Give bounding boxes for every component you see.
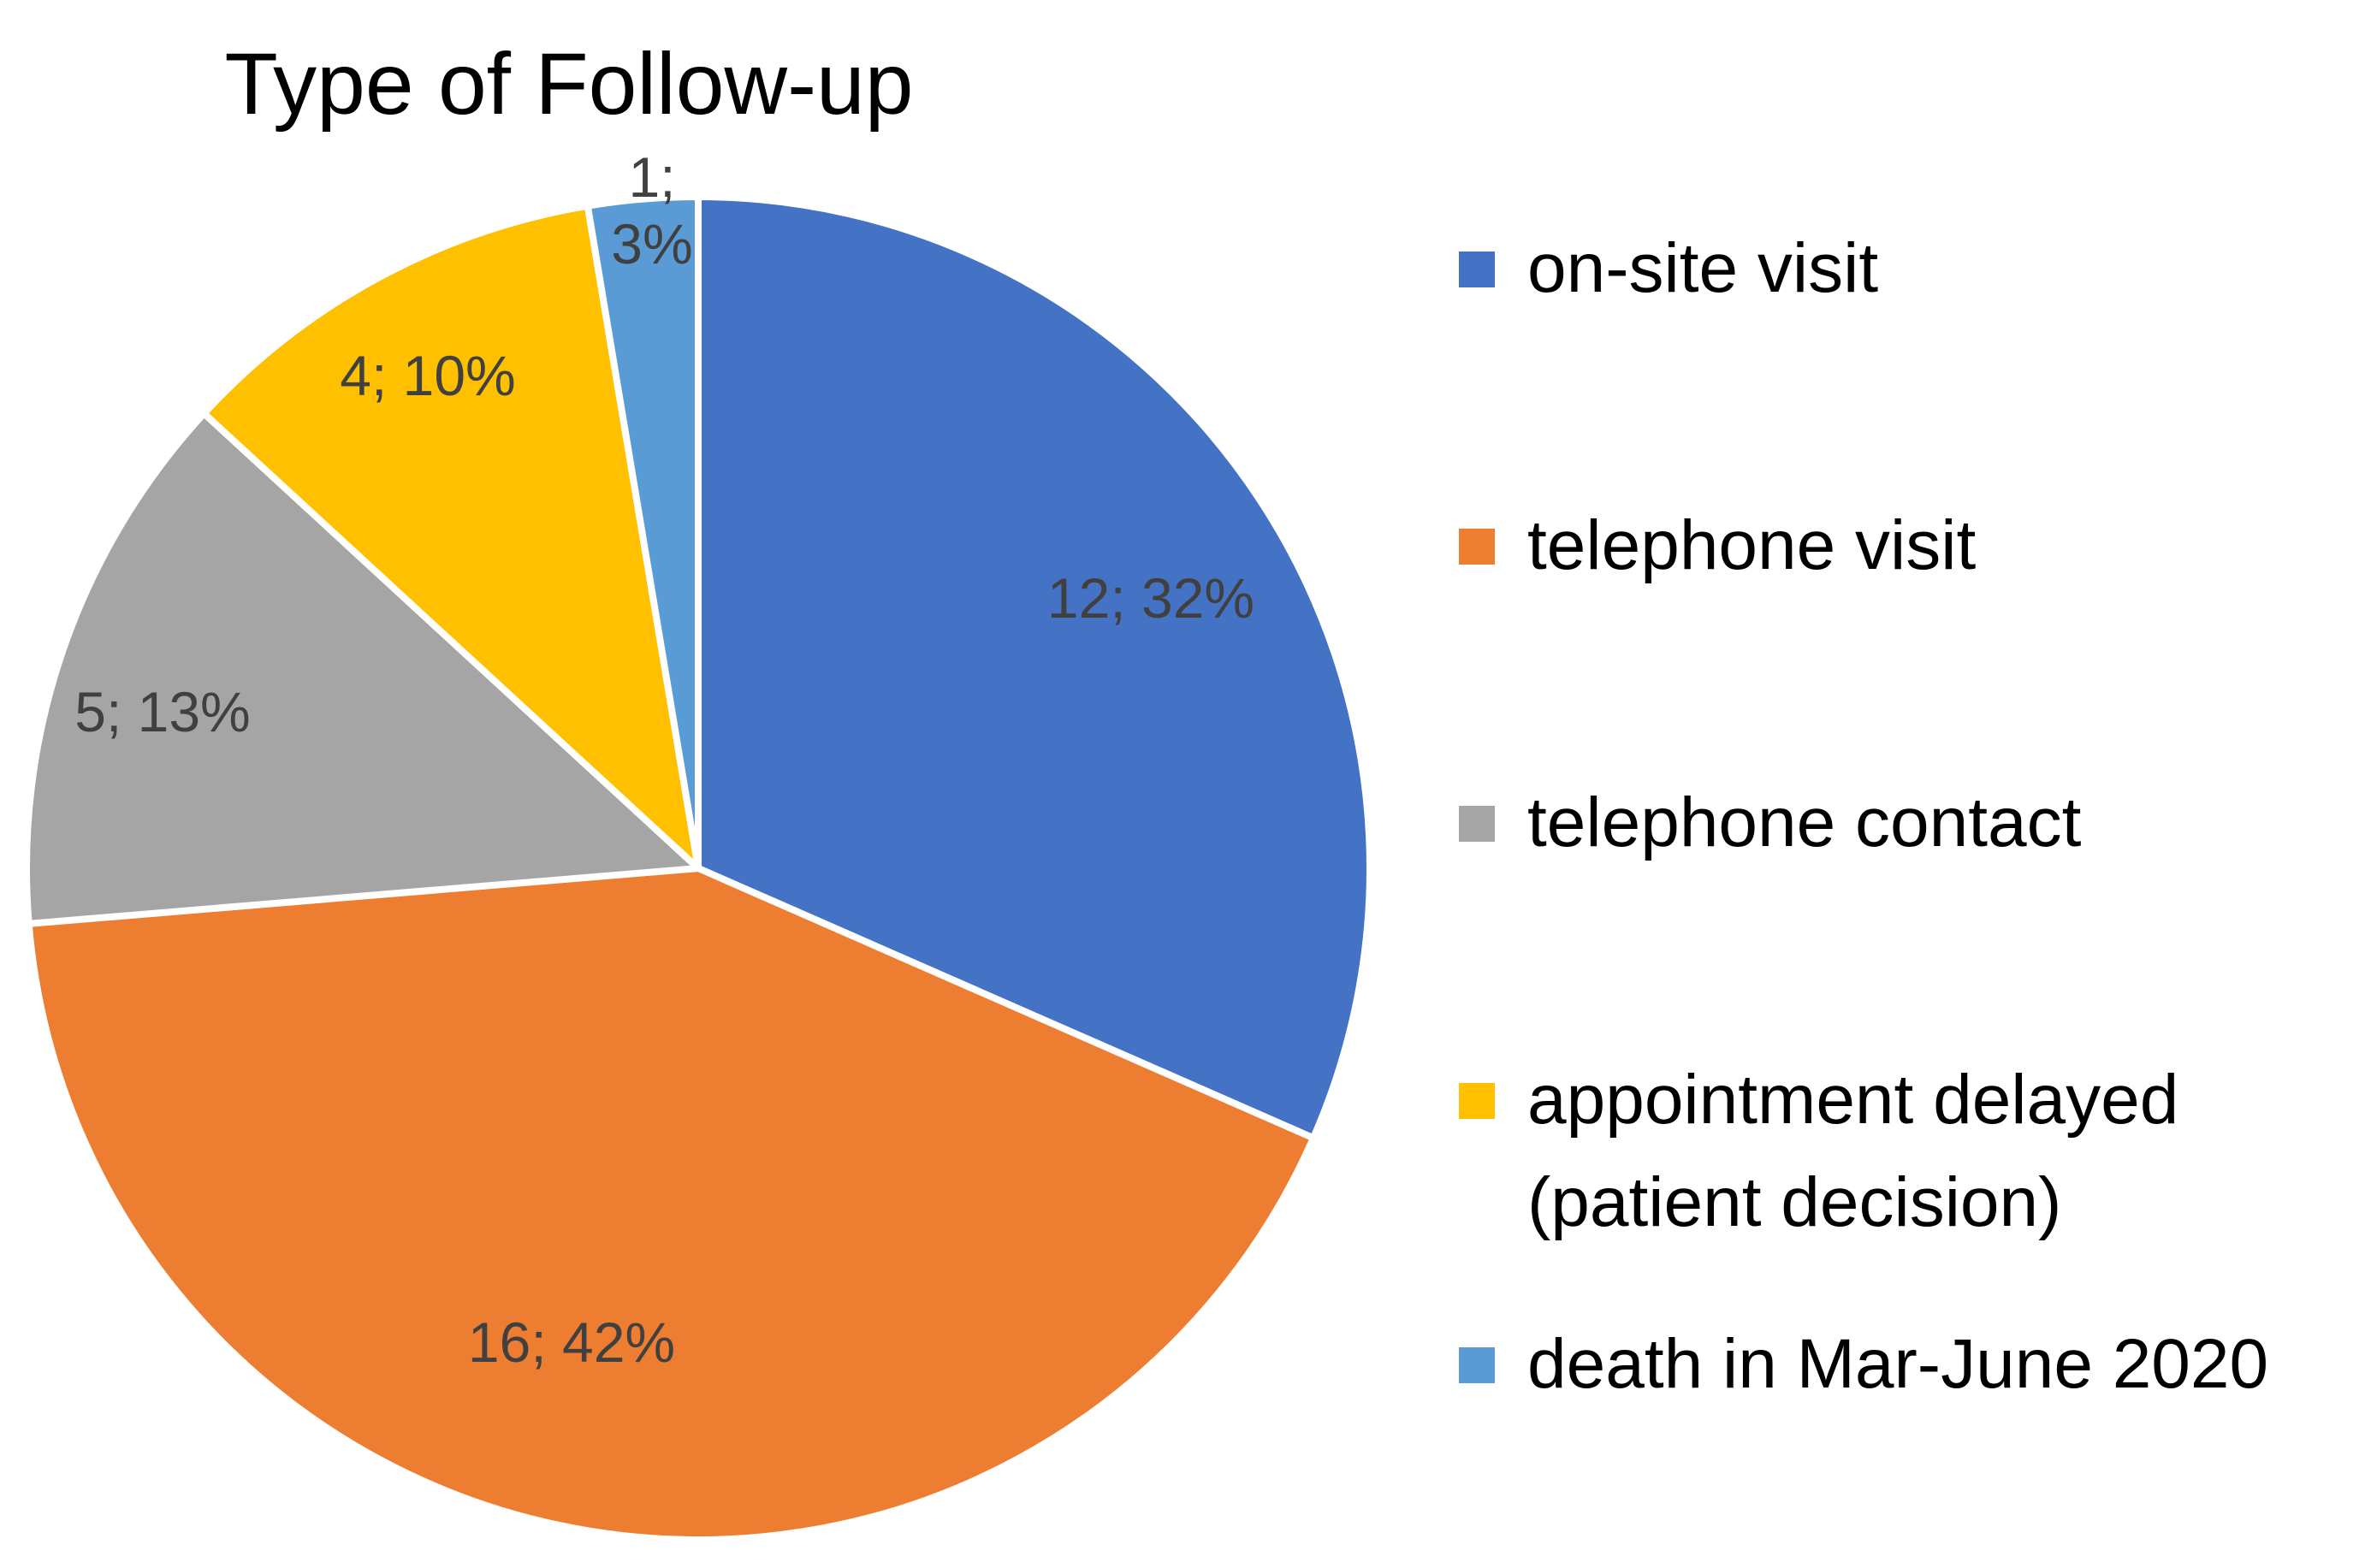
chart-legend: on-site visit telephone visit telephone co… — [1459, 0, 2366, 1568]
data-label-appointment-delayed-patient-decision-: 4; 10% — [340, 344, 515, 407]
pie-slice-on-site-visit — [695, 193, 1373, 1142]
legend-swatch — [1459, 529, 1495, 565]
legend-item-telephone-contact: telephone contact — [1459, 772, 2349, 874]
legend-label: telephone visit — [1527, 506, 1977, 584]
legend-item-on-site-visit: on-site visit — [1459, 217, 2349, 320]
pie-slice-death-in-mar-june-2020 — [584, 193, 702, 872]
legend-label: appointment delayed (patient decision) — [1527, 1061, 2179, 1241]
legend-label: death in Mar-June 2020 — [1527, 1325, 2269, 1403]
pie-slice-telephone-contact — [23, 410, 702, 927]
data-label-death-in-mar-june-2020: 1; 3% — [611, 145, 692, 275]
legend-swatch — [1459, 1347, 1495, 1383]
legend-label: on-site visit — [1527, 229, 1879, 307]
legend-swatch — [1459, 251, 1495, 287]
data-label-telephone-visit: 16; 42% — [468, 1311, 675, 1374]
legend-swatch — [1459, 806, 1495, 842]
chart-title: Type of Follow-up — [224, 35, 914, 133]
legend-item-death-in-mar-june-2020: death in Mar-June 2020 — [1459, 1313, 2349, 1416]
legend-label: telephone contact — [1527, 784, 2082, 861]
legend-item-appointment-delayed-patient-decision-: appointment delayed (patient decision) — [1459, 1049, 2297, 1254]
pie-slice-telephone-visit — [25, 865, 1317, 1543]
pie-slice-appointment-delayed-patient-decision- — [200, 202, 702, 872]
data-label-on-site-visit: 12; 32% — [1047, 566, 1254, 630]
legend-item-telephone-visit: telephone visit — [1459, 494, 2349, 597]
legend-swatch — [1459, 1083, 1495, 1119]
data-label-telephone-contact: 5; 13% — [74, 680, 250, 743]
